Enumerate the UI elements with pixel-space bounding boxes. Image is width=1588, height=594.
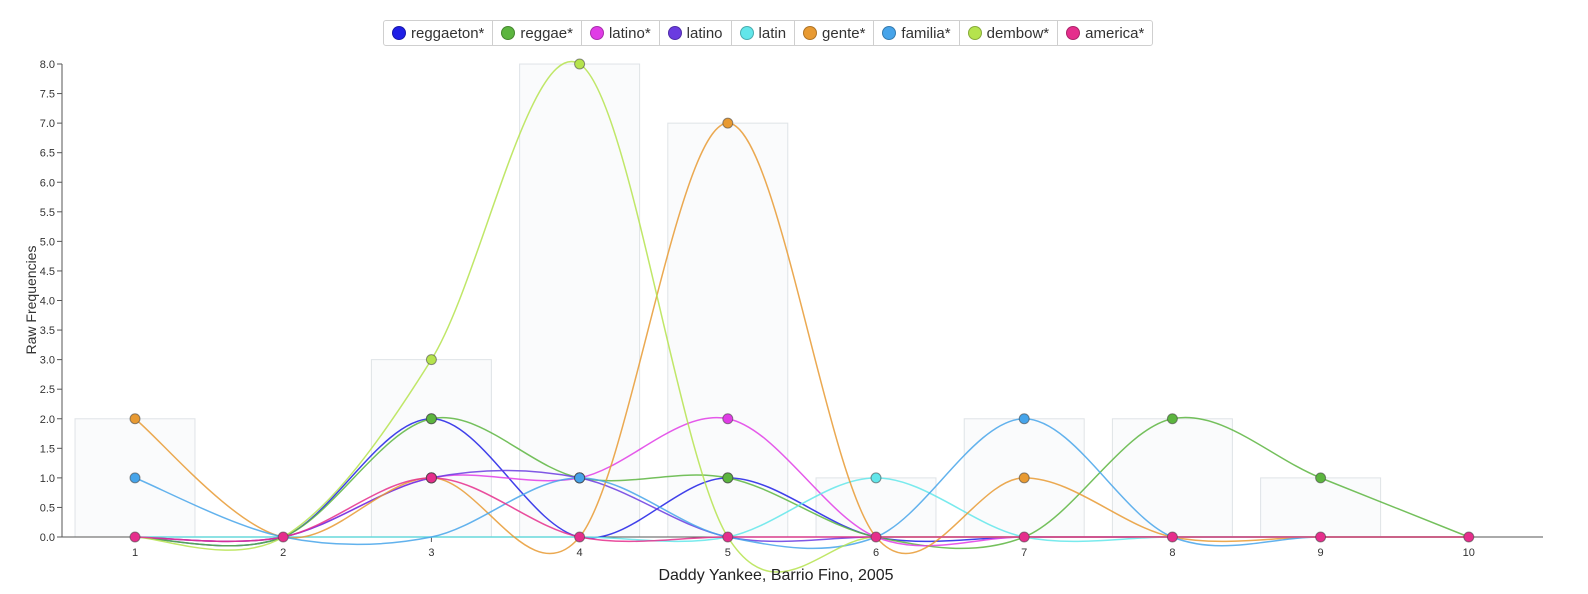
data-point[interactable] xyxy=(722,117,734,129)
data-point[interactable] xyxy=(1315,472,1327,484)
data-point[interactable] xyxy=(1463,531,1475,543)
y-tick-label: 1.5 xyxy=(40,443,55,455)
x-tick-label: 8 xyxy=(1169,547,1175,559)
x-tick-label: 10 xyxy=(1463,547,1475,559)
legend-item[interactable]: gente* xyxy=(795,21,875,45)
y-tick-label: 1.0 xyxy=(40,473,55,485)
legend: reggaeton* reggae* latino* latino latin gente… xyxy=(383,20,1154,46)
y-tick-label: 8.0 xyxy=(40,59,55,71)
legend-swatch xyxy=(1066,26,1081,40)
data-point[interactable] xyxy=(425,472,437,484)
legend-label: latino* xyxy=(608,24,651,42)
data-point[interactable] xyxy=(129,531,141,543)
legend-item[interactable]: familia* xyxy=(874,21,960,45)
background-bars xyxy=(74,63,1382,538)
x-tick-label: 2 xyxy=(280,547,286,559)
y-tick-label: 5.0 xyxy=(40,236,55,248)
y-tick-label: 4.5 xyxy=(40,266,55,278)
legend-item[interactable]: america* xyxy=(1058,21,1152,45)
y-tick-label: 0.5 xyxy=(40,502,55,514)
legend-item[interactable]: dembow* xyxy=(960,21,1059,45)
y-axis-title: Raw Frequencies xyxy=(23,246,39,355)
x-tick-label: 6 xyxy=(873,547,879,559)
series-line xyxy=(134,417,1469,550)
legend-swatch xyxy=(882,26,897,40)
x-tick-label: 9 xyxy=(1318,547,1324,559)
legend-label: familia* xyxy=(901,24,951,42)
data-point[interactable] xyxy=(574,531,586,543)
legend-swatch xyxy=(392,26,406,40)
x-tick-label: 1 xyxy=(132,547,138,559)
data-point[interactable] xyxy=(1018,413,1030,425)
data-point[interactable] xyxy=(574,58,586,70)
data-point[interactable] xyxy=(1166,413,1178,425)
y-tick-label: 3.5 xyxy=(40,325,55,337)
legend-label: dembow* xyxy=(986,24,1050,42)
background-bar xyxy=(519,63,641,538)
data-point[interactable] xyxy=(722,531,734,543)
legend-swatch xyxy=(501,26,516,40)
background-bar xyxy=(370,359,492,538)
data-point[interactable] xyxy=(277,531,289,543)
y-tick-label: 3.0 xyxy=(40,355,55,367)
data-point[interactable] xyxy=(870,472,882,484)
series-lines xyxy=(134,60,1470,573)
series-line xyxy=(134,122,1469,555)
y-tick-label: 6.5 xyxy=(40,148,55,160)
x-tick-label: 3 xyxy=(428,547,434,559)
legend-label: latin xyxy=(758,24,787,42)
legend-label: reggaeton* xyxy=(411,24,485,42)
y-tick-label: 6.0 xyxy=(40,177,55,189)
legend-swatch xyxy=(803,26,818,40)
data-point[interactable] xyxy=(129,472,141,484)
series-points xyxy=(129,58,1475,543)
x-tick-label: 7 xyxy=(1021,547,1027,559)
x-axis-title: Daddy Yankee, Barrio Fino, 2005 xyxy=(658,567,893,584)
legend-item[interactable]: reggaeton* xyxy=(384,21,494,45)
data-point[interactable] xyxy=(1166,531,1178,543)
data-point[interactable] xyxy=(129,413,141,425)
y-tick-label: 2.5 xyxy=(40,384,55,396)
data-point[interactable] xyxy=(425,413,437,425)
x-tick-label: 5 xyxy=(725,547,731,559)
legend-swatch xyxy=(589,26,604,40)
series-line xyxy=(134,416,1470,550)
background-bar xyxy=(1260,477,1382,538)
legend-item[interactable]: latino xyxy=(660,21,732,45)
y-axis: 0.0 0.5 1.0 1.5 2.0 2.5 3.0 3.5 4.0 4.5 5.0 5.5 6.0 6… xyxy=(40,59,63,544)
data-point[interactable] xyxy=(870,531,882,543)
legend-swatch xyxy=(667,26,682,40)
data-point[interactable] xyxy=(1018,531,1030,543)
y-tick-label: 2.0 xyxy=(40,414,55,426)
legend-label: gente* xyxy=(822,24,866,42)
y-tick-label: 7.5 xyxy=(40,89,55,101)
legend-item[interactable]: latin xyxy=(732,21,796,45)
legend-label: reggae* xyxy=(520,24,573,42)
y-tick-label: 7.0 xyxy=(40,118,55,130)
data-point[interactable] xyxy=(1018,472,1030,484)
y-tick-label: 0.0 xyxy=(40,532,55,544)
data-point[interactable] xyxy=(425,354,437,366)
data-point[interactable] xyxy=(1315,531,1327,543)
legend-label: america* xyxy=(1085,24,1145,42)
data-point[interactable] xyxy=(722,413,734,425)
legend-swatch xyxy=(967,26,982,40)
x-tick-label: 4 xyxy=(577,547,583,559)
data-point[interactable] xyxy=(722,472,734,484)
legend-label: latino xyxy=(686,24,723,42)
y-tick-label: 5.5 xyxy=(40,207,55,219)
legend-swatch xyxy=(739,26,754,40)
data-point[interactable] xyxy=(574,472,586,484)
background-bar xyxy=(667,122,789,538)
background-bar xyxy=(1111,418,1233,538)
series-line xyxy=(134,477,1469,543)
legend-item[interactable]: latino* xyxy=(582,21,660,45)
legend-item[interactable]: reggae* xyxy=(493,21,582,45)
y-tick-label: 4.0 xyxy=(40,296,55,308)
